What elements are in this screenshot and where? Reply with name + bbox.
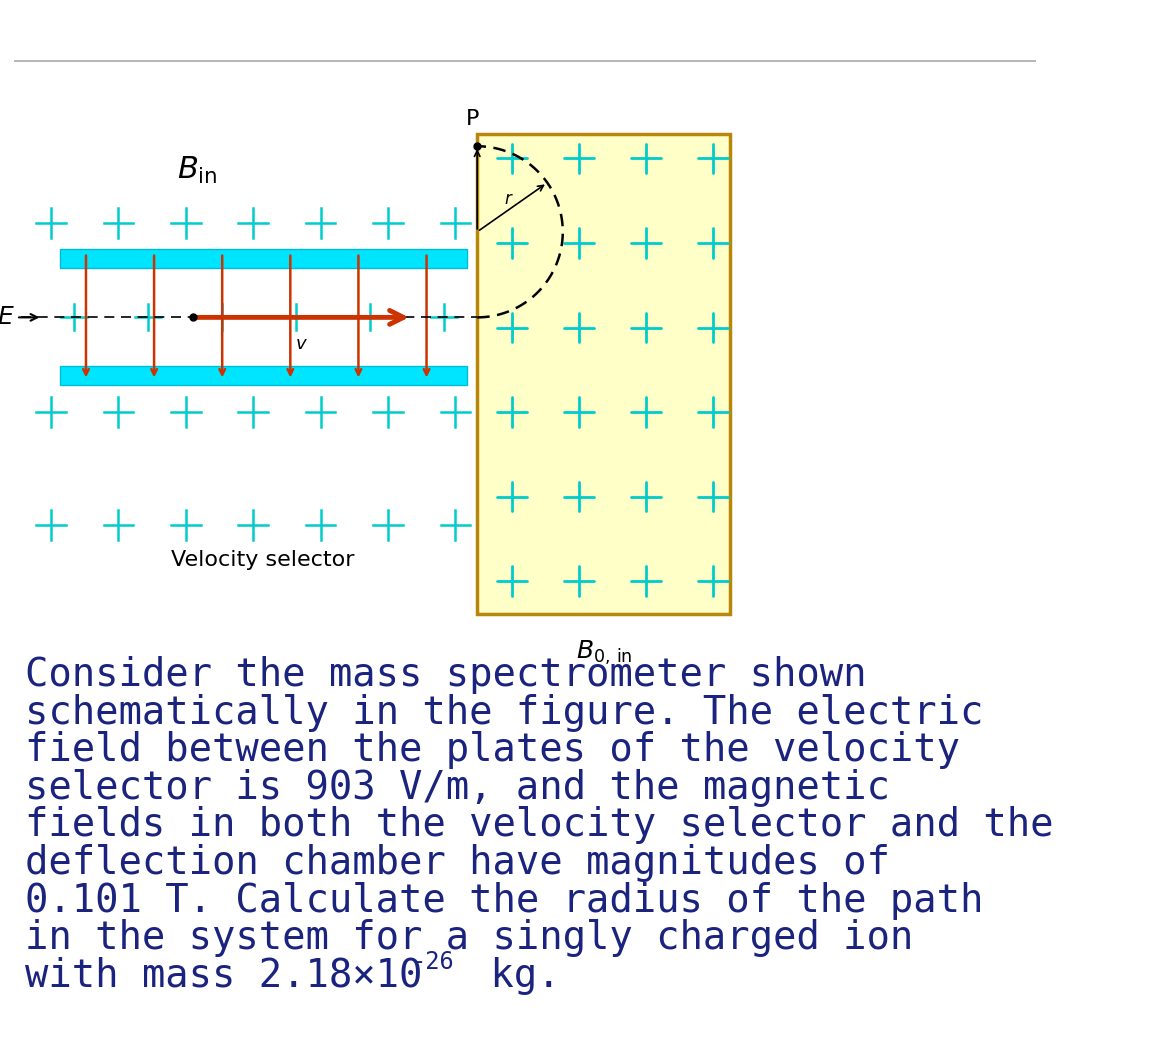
Text: in the system for a singly charged ion: in the system for a singly charged ion: [25, 919, 913, 957]
Bar: [60, 249, 467, 268]
Text: Consider the mass spectrometer shown: Consider the mass spectrometer shown: [25, 656, 866, 695]
Text: 0.101 T. Calculate the radius of the path: 0.101 T. Calculate the radius of the pat…: [25, 882, 983, 920]
Text: P: P: [466, 108, 480, 129]
Text: field between the plates of the velocity: field between the plates of the velocity: [25, 731, 959, 769]
Bar: [477, 133, 730, 614]
Text: $\mathit{B}_{0,\,\rm in}$: $\mathit{B}_{0,\,\rm in}$: [576, 639, 632, 666]
Bar: [60, 367, 467, 386]
FancyBboxPatch shape: [21, 991, 304, 1050]
Text: deflection chamber have magnitudes of: deflection chamber have magnitudes of: [25, 844, 889, 882]
Text: r: r: [504, 189, 511, 208]
Text: with mass 2.18×10: with mass 2.18×10: [25, 956, 422, 994]
Text: selector is 903 V/m, and the magnetic: selector is 903 V/m, and the magnetic: [25, 769, 889, 807]
Text: v: v: [296, 335, 307, 353]
Text: kg.: kg.: [467, 956, 560, 994]
Text: schematically in the figure. The electric: schematically in the figure. The electri…: [25, 694, 983, 731]
Text: fields in both the velocity selector and the: fields in both the velocity selector and…: [25, 806, 1053, 844]
Text: Velocity selector: Velocity selector: [172, 550, 355, 570]
Text: $\mathit{B}_{\rm in}$: $\mathit{B}_{\rm in}$: [178, 156, 218, 186]
Text: E: E: [0, 306, 13, 329]
Text: -26: -26: [412, 950, 454, 974]
